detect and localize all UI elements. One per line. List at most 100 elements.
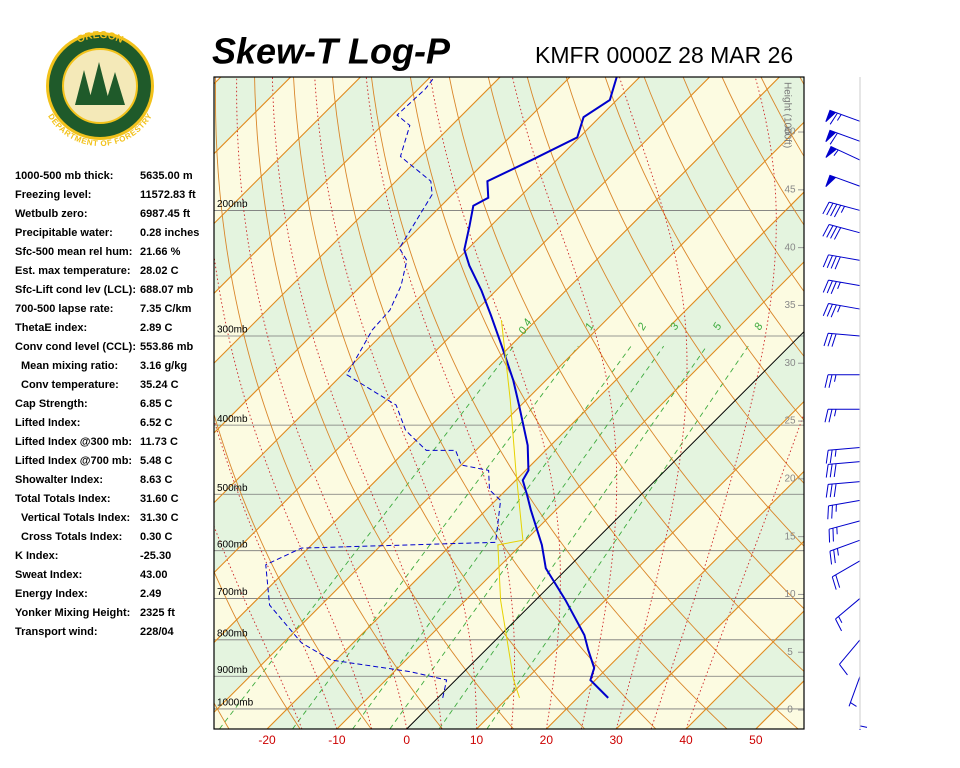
stat-value: 6.85 C: [140, 398, 172, 410]
wind-barb: [825, 109, 861, 125]
overlay: 1000mb 900mb 800mb 700mb 600mb 500mb 400mb 300m…: [217, 109, 868, 747]
stat-label: Yonker Mixing Height:: [15, 607, 130, 619]
moist-adiabat: [271, 77, 443, 729]
wind-barb: [828, 520, 861, 543]
isotherm: [545, 470, 804, 729]
stat-label: Vertical Totals Index:: [21, 512, 130, 524]
stat-value: -25.30: [140, 550, 171, 562]
y-tick-label: 500mb: [217, 483, 248, 494]
stat-label: Lifted Index:: [15, 417, 80, 429]
y2-tick-label: 50: [784, 127, 796, 138]
wind-barb: [827, 499, 861, 520]
y-tick-label: 300mb: [217, 325, 248, 336]
moist-adiabat: [685, 412, 804, 729]
wind-barb: [822, 224, 861, 240]
dry-adiabat: [878, 77, 960, 729]
moist-adiabat: [214, 252, 373, 729]
y2-tick-label: 45: [784, 184, 796, 195]
stat-label: Sweat Index:: [15, 569, 82, 581]
stat-value: 2325 ft: [140, 607, 175, 619]
wind-barb: [824, 408, 860, 423]
dry-adiabat: [604, 77, 804, 421]
wind-barb: [825, 447, 861, 464]
moist-adiabat: [365, 77, 515, 729]
dry-adiabat: [254, 77, 514, 729]
isotherm: [826, 77, 960, 729]
logo: OREGON DEPARTMENT OF FORESTRY: [46, 30, 154, 148]
dry-adiabat: [839, 77, 960, 729]
y-tick-label: 900mb: [217, 665, 248, 676]
temperature-band: [214, 122, 804, 729]
y2-tick-label: 30: [784, 358, 796, 369]
x-tick-label: 20: [540, 733, 554, 747]
logo-text: OREGON: [75, 30, 124, 46]
x-tick-label: 40: [679, 733, 693, 747]
stat-value: 11572.83 ft: [140, 189, 196, 201]
dry-adiabat: [643, 77, 804, 358]
y-tick-label: 1000mb: [217, 698, 254, 709]
y2-tick-label: 20: [784, 473, 796, 484]
y2-tick-label: 0: [787, 705, 793, 716]
y-tick-label: 200mb: [217, 199, 248, 210]
x-tick-label: 30: [609, 733, 623, 747]
x-tick-label: 50: [749, 733, 763, 747]
mixing-ratio-label: 1: [583, 321, 596, 332]
stat-label: Sfc-500 mean rel hum:: [15, 246, 132, 258]
mixing-ratio-line: [352, 345, 632, 729]
stat-label: ThetaE index:: [15, 322, 87, 334]
wind-barb: [835, 598, 861, 632]
y2-tick-label: 40: [784, 242, 796, 253]
stat-label: Conv temperature:: [21, 379, 119, 391]
isotherm: [214, 121, 804, 714]
dry-adiabat: [917, 77, 960, 729]
dry-adiabat: [215, 77, 443, 729]
stat-label: 700-500 lapse rate:: [15, 303, 113, 315]
logo-trees: [75, 62, 125, 105]
dry-adiabat: [448, 77, 804, 672]
stat-value: 5635.00 m: [140, 170, 193, 182]
mixing-ratio-line: [389, 345, 665, 729]
stat-label: Lifted Index @300 mb:: [15, 436, 132, 448]
dry-adiabat: [293, 77, 586, 729]
moist-adiabat: [214, 524, 303, 729]
dry-adiabat: [370, 77, 728, 729]
y-tick-label: 400mb: [217, 414, 248, 425]
profile-line: [497, 320, 524, 699]
stat-value: 5.48 C: [140, 455, 172, 467]
moist-adiabat: [511, 77, 618, 729]
plot-area: [214, 77, 960, 729]
chart-subtitle: KMFR 0000Z 28 MAR 26: [535, 42, 793, 68]
wind-barb: [825, 174, 861, 187]
stat-label: Freezing level:: [15, 189, 91, 201]
stat-value: 35.24 C: [140, 379, 179, 391]
stat-value: 0.28 inches: [140, 227, 199, 239]
stat-label: Energy Index:: [15, 588, 88, 600]
wind-barb: [825, 481, 861, 498]
isotherm: [476, 400, 804, 729]
stat-value: 3.16 g/kg: [140, 360, 187, 372]
stat-label: Conv cond level (CCL):: [15, 341, 136, 353]
y-tick-label: 600mb: [217, 539, 248, 550]
isotherm: [214, 77, 780, 644]
x-tick-label: -10: [328, 733, 346, 747]
wind-barb: [822, 201, 861, 218]
y-tick-label: 700mb: [217, 587, 248, 598]
stat-label: K Index:: [15, 550, 58, 562]
stat-value: 0.30 C: [140, 531, 172, 543]
profile-line: [463, 77, 618, 699]
stat-value: 228/04: [140, 626, 175, 638]
stat-value: 6.52 C: [140, 417, 172, 429]
stat-value: 31.30 C: [140, 512, 179, 524]
stat-label: Lifted Index @700 mb:: [15, 455, 132, 467]
stat-value: 28.02 C: [140, 265, 179, 277]
wind-barb: [822, 254, 861, 270]
stat-label: Sfc-Lift cond lev (LCL):: [15, 284, 136, 296]
stat-value: 7.35 C/km: [140, 303, 192, 315]
wind-barb: [825, 129, 861, 145]
logo-top: OREGON: [75, 30, 124, 46]
y2-tick-label: 5: [787, 647, 793, 658]
y2-label: Height (1000ft): [781, 82, 792, 148]
isotherm: [336, 261, 804, 729]
stat-label: Showalter Index:: [15, 474, 103, 486]
